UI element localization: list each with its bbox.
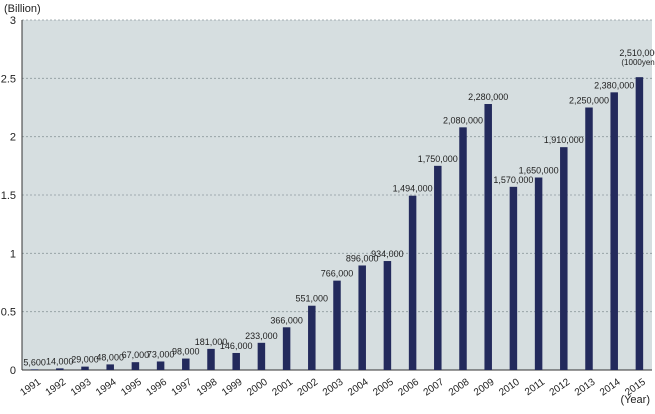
bar [257,342,266,370]
bar [81,366,89,370]
y-tick-label: 0.5 [1,307,16,319]
bar [358,265,366,370]
data-label: 14,000 [46,356,74,366]
bar [635,77,644,371]
y-axis-title: (Billion) [4,3,41,15]
data-label: 181,000 [195,337,228,347]
bar [333,280,341,370]
bar [383,261,392,370]
x-tick-label: 2011 [523,376,547,398]
x-tick-label: 1996 [144,376,169,398]
y-tick-label: 3 [10,15,16,27]
bars [30,77,644,371]
data-label: 366,000 [270,315,303,325]
bar [131,362,140,370]
x-tick-label: 2005 [371,376,396,398]
data-label: 2,510,000 [619,48,655,58]
x-tick-label: 1997 [170,376,195,398]
bar [156,361,165,370]
y-axis-ticks: 0 0.5 1 1.5 2 2.5 3 [1,15,16,377]
x-tick-label: 1995 [119,376,144,398]
x-tick-label: 1999 [220,376,245,398]
data-label: 1,650,000 [519,166,559,176]
x-tick-label: 2004 [346,376,371,398]
data-label: 98,000 [172,347,200,357]
data-label: 233,000 [245,331,278,341]
data-label: 1,750,000 [418,154,458,164]
data-label: 934,000 [371,249,404,259]
bar [484,104,492,370]
bar [459,127,467,370]
data-label: 551,000 [296,294,329,304]
bar [30,369,39,370]
data-label: 1,570,000 [493,175,533,185]
x-tick-label: 1992 [44,376,69,398]
x-tick-label: 2002 [296,376,321,398]
bar [282,327,291,370]
bar [232,352,240,370]
bar [509,186,518,370]
x-tick-label: 2003 [321,376,346,398]
data-label: 67,000 [122,350,150,360]
bar [408,195,417,370]
x-tick-label: 2013 [573,376,598,398]
data-label: 2,280,000 [468,92,508,102]
bar [434,165,442,370]
bar [610,92,618,370]
data-label: 2,080,000 [443,115,483,125]
x-tick-label: 2010 [497,376,522,398]
data-label: 48,000 [96,352,124,362]
bar [106,364,114,370]
x-tick-label: 2014 [598,376,623,398]
bar [585,107,593,370]
y-tick-label: 1 [10,248,16,260]
x-tick-label: 2006 [396,376,421,398]
x-axis-ticks: 1991 1992 1993 1994 1995 1996 1997 1998 1999 2000… [18,376,648,398]
x-tick-label: 1991 [18,376,43,398]
x-tick-label: 2008 [447,376,472,398]
bar [207,348,215,370]
data-labels: 5,600 14,00029,00048,00067,00073,00098,00… [23,48,655,367]
x-tick-label: 2001 [270,376,295,398]
data-label: 896,000 [346,253,379,263]
data-label: 29,000 [71,355,99,365]
data-label: 5,600 [23,357,46,367]
x-tick-label: 2012 [548,376,573,398]
data-label: 2,250,000 [569,96,609,106]
x-tick-label: 2009 [472,376,497,398]
x-tick-label: 1994 [94,376,119,398]
data-label: 2,380,000 [594,80,634,90]
x-axis-title: (Year) [620,394,650,406]
data-label: 1,910,000 [544,135,584,145]
bar [534,177,543,370]
x-tick-label: 1998 [195,376,220,398]
bar [56,368,64,370]
x-tick-label: 2007 [422,376,447,398]
data-label: 73,000 [147,349,175,359]
y-tick-label: 2.5 [1,73,16,85]
y-tick-label: 1.5 [1,190,16,202]
data-label: 766,000 [321,269,354,279]
bar [560,147,568,370]
data-label: 146,000 [220,341,253,351]
unit-note: (1000yen) [621,58,655,67]
data-label: 1,494,000 [393,184,433,194]
y-tick-label: 2 [10,132,16,144]
bar [308,305,316,370]
x-tick-label: 1993 [69,376,94,398]
y-tick-label: 0 [10,365,16,377]
x-tick-label: 2000 [245,376,270,398]
bar [182,358,190,370]
